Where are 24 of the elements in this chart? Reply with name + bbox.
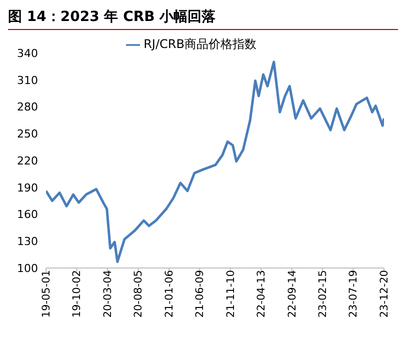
x-tick-label: 21-11-10 <box>224 270 237 318</box>
x-tick-label: 22-04-13 <box>256 270 268 318</box>
line-series <box>46 60 384 263</box>
y-tick-label: 160 <box>17 208 38 222</box>
x-tick-label: 21-06-09 <box>194 270 206 318</box>
x-tick-label: 20-08-05 <box>132 270 145 318</box>
y-tick-label: 130 <box>17 235 38 248</box>
x-tick-label: 20-03-04 <box>102 270 114 318</box>
chart-title: 图 14：2023 年 CRB 小幅回落 <box>8 8 398 30</box>
y-tick-label: 100 <box>17 262 38 275</box>
y-tick-label: 310 <box>17 74 38 87</box>
y-tick-label: 190 <box>17 181 38 194</box>
y-tick-label: 220 <box>17 154 38 168</box>
x-tick-label: 22-09-14 <box>286 270 298 318</box>
y-tick-label: 280 <box>17 100 38 114</box>
legend-label: RJ/CRB商品价格指数 <box>144 37 256 51</box>
x-tick-label: 19-05-01 <box>40 270 52 318</box>
y-tick-label: 340 <box>17 46 38 60</box>
y-tick-label: 250 <box>17 128 38 141</box>
x-tick-label: 23-02-15 <box>317 270 329 318</box>
x-tick-label: 23-12-20 <box>378 270 390 318</box>
x-tick-label: 23-07-19 <box>348 270 360 318</box>
x-tick-label: 19-10-02 <box>71 270 84 318</box>
x-tick-label: 21-01-06 <box>163 270 176 318</box>
